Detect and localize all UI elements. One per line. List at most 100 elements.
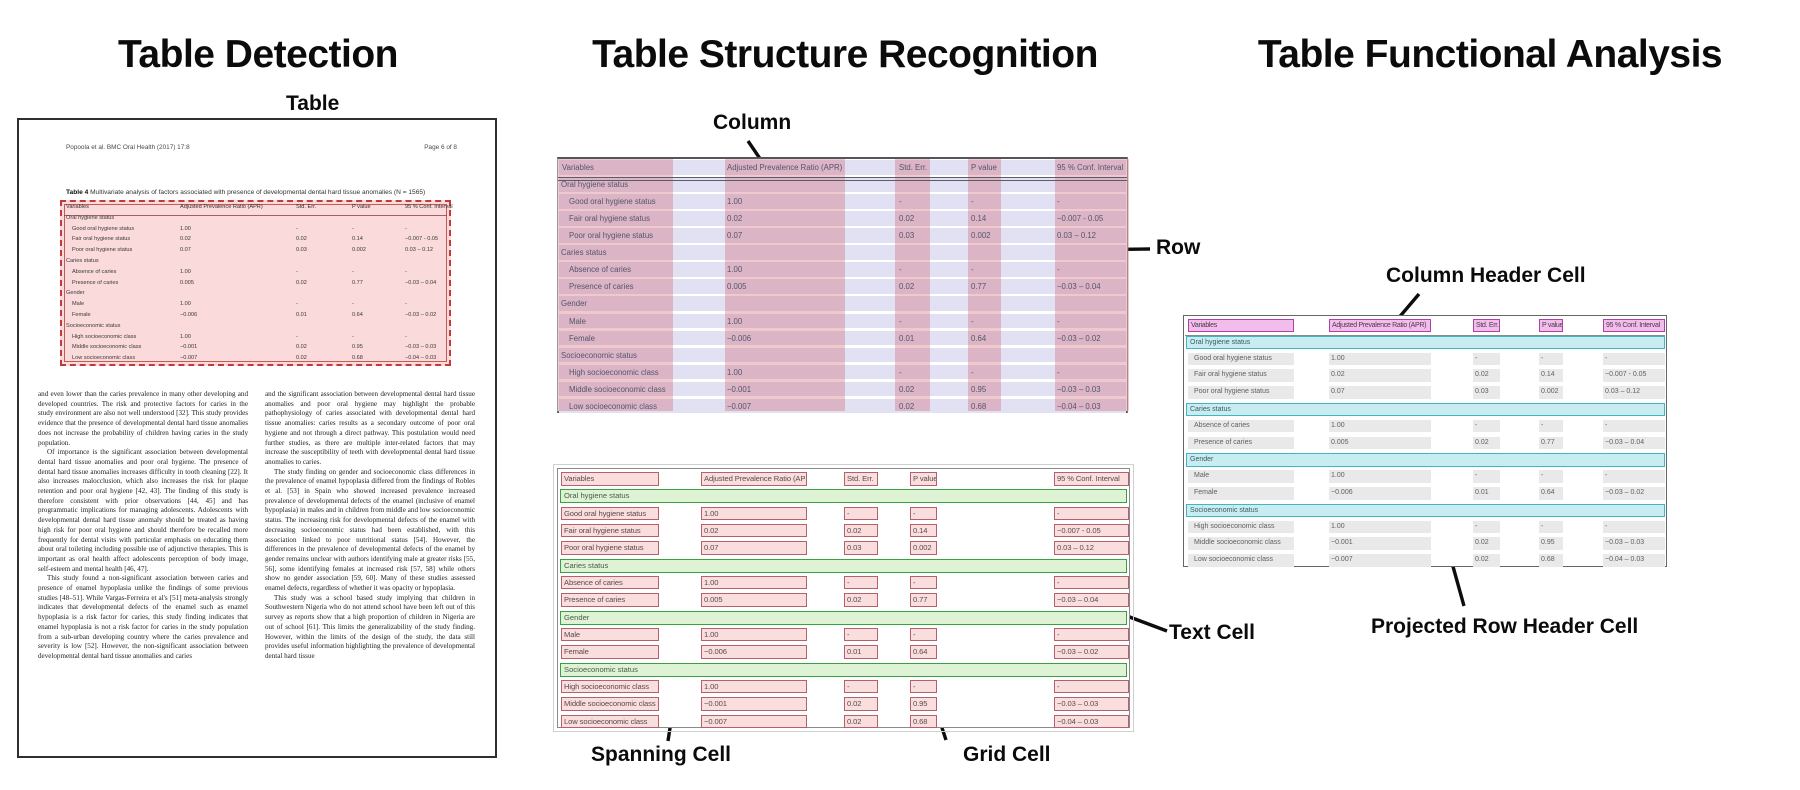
mini-row-label: Good oral hygiene status — [72, 225, 135, 232]
row-region — [559, 279, 1126, 294]
structure-cell-value: 0.002 — [971, 231, 991, 241]
body-cell-strip: −0.006 — [1329, 487, 1431, 500]
structure-cell-value: −0.007 — [727, 401, 752, 411]
document-paragraph: This study found a non-significant assoc… — [38, 574, 248, 660]
text-cell-box: 0.95 — [910, 697, 937, 711]
column-header-cell-box: Std. Err. — [1473, 319, 1500, 332]
mini-table-header-rule — [64, 214, 447, 216]
document-paragraph: and even lower than the caries prevalenc… — [38, 390, 248, 447]
document-text-column-2: and the significant association between … — [265, 390, 475, 662]
structure-cell-value: 1.00 — [727, 367, 743, 377]
column-header-cell-box: P value — [1539, 319, 1563, 332]
row-region — [559, 262, 1126, 277]
body-cell-strip: 0.03 — [1473, 386, 1500, 399]
text-cell-box: Middle socioeconomic class — [561, 697, 659, 711]
projected-row-header-cell-box: Oral hygiene status — [1186, 335, 1665, 350]
panel-title-functional: Table Functional Analysis — [1257, 33, 1723, 76]
body-cell-strip: 0.01 — [1473, 487, 1500, 500]
text-cell-box: −0.03 – 0.02 — [1054, 645, 1129, 659]
mini-section-label: Oral hygiene status — [66, 214, 115, 221]
spanning-cell-callout-label: Spanning Cell — [591, 743, 732, 766]
body-cell-strip: 0.64 — [1539, 487, 1563, 500]
body-cell-strip: 0.02 — [1473, 436, 1500, 450]
body-cell-strip: −0.007 - 0.05 — [1603, 369, 1665, 382]
mini-section-label: Socioeconomic status — [66, 322, 121, 329]
column-region — [895, 159, 930, 411]
mini-cell-value: 0.68 — [352, 355, 363, 362]
grid-cell-box: - — [910, 575, 937, 590]
text-cell-box: 0.005 — [701, 593, 807, 607]
text-cell-box: Poor oral hygiene status — [561, 541, 659, 555]
mini-cell-value: - — [352, 333, 354, 340]
document-paragraph: Of importance is the significant associa… — [38, 448, 248, 573]
text-cell-box: 0.03 — [844, 541, 878, 555]
document-page-number: Page 6 of 8 — [424, 144, 457, 151]
body-cell-strip: - — [1539, 352, 1563, 366]
structure-cell-value: - — [899, 367, 902, 377]
projected-row-header-cell-box: Caries status — [1186, 403, 1665, 417]
mini-cell-value: - — [405, 333, 407, 340]
text-cell-box: 0.02 — [701, 523, 807, 538]
structure-cell-value: 0.14 — [971, 214, 987, 224]
projected-row-header-cell-box: Gender — [1186, 453, 1665, 467]
body-cell-strip: 0.07 — [1329, 386, 1431, 399]
mini-cell-value: 0.95 — [352, 344, 363, 351]
detected-table-region: Variables Adjusted Prevalence Ratio (APR)… — [60, 200, 453, 366]
structure-cell-value: −0.04 – 0.03 — [1057, 401, 1101, 411]
structure-cell-value: - — [971, 367, 974, 377]
text-cell-box: 95 % Conf. Interval — [1054, 472, 1129, 486]
body-cell-strip: - — [1473, 352, 1500, 366]
text-cell-box: 1.00 — [701, 506, 807, 521]
row-region — [559, 330, 1126, 346]
grid-cell-box: - — [910, 506, 937, 521]
body-cell-strip: High socioeconomic class — [1188, 520, 1294, 534]
mini-cell-value: - — [352, 268, 354, 275]
mini-cell-value: 0.03 – 0.12 — [405, 247, 433, 254]
structure-recognition-table: Variables Adjusted Prevalence Ratio (APR)… — [557, 157, 1129, 414]
mini-header-cell: Adjusted Prevalence Ratio (APR) — [180, 204, 263, 210]
grid-cell-box: - — [910, 679, 937, 694]
body-cell-strip: Good oral hygiene status — [1188, 352, 1294, 366]
text-cell-box: 0.14 — [910, 523, 937, 538]
mini-cell-value: −0.007 — [180, 355, 198, 362]
structure-cell-value: 0.02 — [899, 401, 915, 411]
text-cell-box: 1.00 — [701, 679, 807, 694]
column-header-cell-box: Variables — [1188, 319, 1294, 332]
structure-cell-value: 0.68 — [971, 401, 987, 411]
text-cell-box: Low socioeconomic class — [561, 714, 659, 729]
mini-cell-value: 0.002 — [352, 247, 366, 254]
table-callout-label: Table — [286, 92, 340, 115]
mini-cell-value: 0.03 — [296, 247, 307, 254]
structure-section-label: Socioeconomic status — [561, 350, 637, 360]
body-cell-strip: 1.00 — [1329, 352, 1431, 366]
panel-title-structure: Table Structure Recognition — [592, 33, 1098, 76]
spanning-cell-box: Socioeconomic status — [560, 662, 1127, 677]
text-cell-box: 0.77 — [910, 593, 937, 607]
column-header-cell-callout-label: Column Header Cell — [1386, 264, 1586, 287]
structure-cell-value: 0.07 — [727, 231, 743, 241]
structure-cell-value: 0.77 — [971, 282, 987, 292]
mini-header-cell: P value — [352, 204, 371, 210]
text-cell-box: −0.006 — [701, 645, 807, 659]
grid-cell-box: - — [1054, 506, 1129, 521]
text-cell-box: 0.02 — [844, 714, 878, 729]
grid-cell-box: - — [844, 679, 878, 694]
text-cell-callout-label: Text Cell — [1169, 621, 1255, 644]
mini-cell-value: −0.03 – 0.02 — [405, 312, 437, 318]
structure-row-label: Low socioeconomic class — [569, 401, 657, 411]
body-cell-strip: 0.02 — [1329, 369, 1431, 382]
column-header-cell-box: Adjusted Prevalence Ratio (APR) — [1329, 319, 1431, 332]
body-cell-strip: - — [1539, 520, 1563, 534]
text-cell-box: P value — [910, 472, 937, 486]
text-cell-box: −0.03 – 0.03 — [1054, 697, 1129, 711]
structure-cell-value: 1.00 — [727, 197, 743, 207]
table-caption-text: Multivariate analysis of factors associa… — [88, 189, 426, 196]
document-text-column-1: and even lower than the caries prevalenc… — [38, 390, 248, 662]
body-cell-strip: Low socioeconomic class — [1188, 554, 1294, 567]
structure-cell-value: - — [899, 197, 902, 207]
body-cell-strip: - — [1539, 419, 1563, 433]
structure-cell-value: −0.007 - 0.05 — [1057, 214, 1104, 224]
column-region — [1055, 159, 1129, 411]
mini-cell-value: −0.001 — [180, 344, 198, 351]
mini-cell-value: - — [405, 301, 407, 308]
